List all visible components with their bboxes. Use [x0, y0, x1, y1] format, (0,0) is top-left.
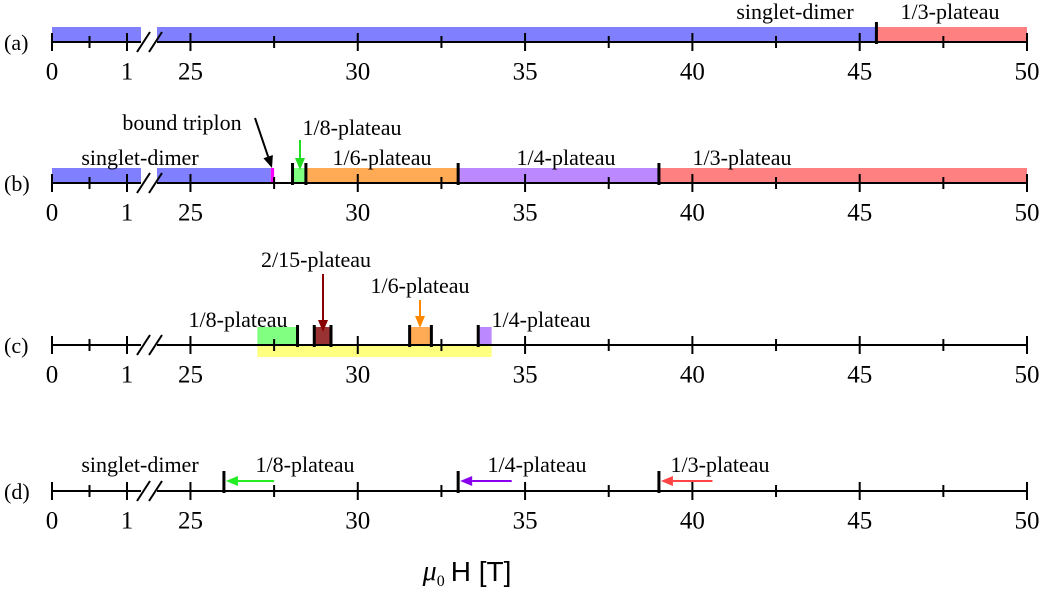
- x-tick-label: 50: [1015, 362, 1040, 389]
- x-tick-label: 25: [178, 362, 203, 389]
- x-tick-label: 35: [513, 200, 538, 227]
- region-label: bound triplon: [122, 110, 241, 135]
- x-tick-label: 30: [345, 200, 370, 227]
- region: [876, 27, 1027, 43]
- region-label: 2/15-plateau: [261, 247, 371, 272]
- transition-arrow: [460, 476, 512, 486]
- x-label-subscript: 0: [437, 573, 445, 590]
- x-tick-label: 50: [1015, 200, 1040, 227]
- x-tick-label: 50: [1015, 508, 1040, 535]
- region: [478, 327, 492, 345]
- arrow-part: [415, 316, 425, 328]
- x-tick-label: 40: [680, 508, 705, 535]
- axis-break: [148, 31, 163, 53]
- x-tick-label: 35: [513, 362, 538, 389]
- region-label: 1/4-plateau: [492, 307, 591, 332]
- arrow-part: [295, 158, 305, 170]
- annotation: 1/8-plateau: [256, 452, 355, 477]
- pointer-arrow: [318, 274, 328, 332]
- arrow-part: [263, 155, 273, 168]
- x-tick-label: 1: [121, 362, 134, 389]
- panel-label: (b): [4, 171, 30, 196]
- pointer-arrow: [295, 140, 305, 170]
- transition-arrow: [225, 476, 275, 486]
- axis-break: [136, 334, 151, 356]
- x-tick-label: 0: [46, 200, 59, 227]
- x-tick-label: 45: [847, 200, 872, 227]
- region-label: singlet-dimer: [736, 0, 854, 24]
- region-label: 1/3-plateau: [901, 0, 1000, 24]
- region-label: 1/4-plateau: [517, 145, 616, 170]
- region: [52, 168, 141, 184]
- axis-break: [136, 480, 151, 502]
- axis-break: [136, 31, 151, 53]
- region: [52, 27, 141, 43]
- x-tick-label: 0: [46, 362, 59, 389]
- region-label: 1/8-plateau: [189, 307, 288, 332]
- region: [458, 168, 659, 184]
- arrow-part: [660, 476, 673, 486]
- x-axis-label: μ0 H [T]: [422, 556, 512, 589]
- x-tick-label: 40: [680, 362, 705, 389]
- region: [658, 168, 1027, 184]
- x-tick-label: 35: [513, 508, 538, 535]
- x-tick-label: 30: [345, 59, 370, 86]
- region-label: 1/8-plateau: [303, 115, 402, 140]
- annotation: singlet-dimer: [81, 452, 199, 477]
- annotation: 1/4-plateau: [488, 452, 587, 477]
- x-tick-label: 25: [178, 200, 203, 227]
- axis-break: [148, 172, 163, 194]
- arrow-part: [254, 117, 270, 157]
- region: [409, 327, 432, 345]
- x-label-unit: H [T]: [451, 556, 512, 587]
- x-tick-label: 50: [1015, 59, 1040, 86]
- panel-label: (a): [4, 30, 28, 55]
- x-tick-label: 45: [847, 59, 872, 86]
- x-tick-label: 35: [513, 59, 538, 86]
- region-label: 1/6-plateau: [333, 145, 432, 170]
- region-label: 1/6-plateau: [371, 273, 470, 298]
- x-tick-label: 25: [178, 508, 203, 535]
- x-label-symbol: μ: [422, 556, 437, 587]
- region: [270, 168, 275, 184]
- axis-break: [136, 172, 151, 194]
- pointer-arrow: [254, 117, 273, 168]
- x-tick-label: 30: [345, 362, 370, 389]
- region: [314, 327, 331, 345]
- pointer-arrow: [415, 300, 425, 328]
- x-tick-label: 1: [121, 200, 134, 227]
- x-tick-label: 30: [345, 508, 370, 535]
- x-tick-label: 1: [121, 508, 134, 535]
- region-label: 1/3-plateau: [693, 145, 792, 170]
- region: [257, 327, 298, 345]
- region: [305, 168, 459, 184]
- axis-break: [148, 480, 163, 502]
- axis-break: [148, 334, 163, 356]
- x-tick-label: 45: [847, 508, 872, 535]
- region-label: singlet-dimer: [81, 145, 199, 170]
- x-tick-label: 40: [680, 59, 705, 86]
- arrow-part: [318, 320, 328, 332]
- x-tick-label: 25: [178, 59, 203, 86]
- panel-label: (d): [4, 479, 30, 504]
- x-tick-label: 1: [121, 59, 134, 86]
- x-tick-label: 40: [680, 200, 705, 227]
- arrow-part: [225, 476, 238, 486]
- annotation: 1/3-plateau: [671, 452, 770, 477]
- region: [157, 168, 271, 184]
- panel-label: (c): [4, 333, 28, 358]
- region: [157, 27, 877, 43]
- arrow-part: [460, 476, 473, 486]
- transition-arrow: [660, 476, 713, 486]
- x-tick-label: 45: [847, 362, 872, 389]
- x-tick-label: 0: [46, 59, 59, 86]
- region: [257, 345, 492, 357]
- region: [292, 168, 306, 184]
- x-tick-label: 0: [46, 508, 59, 535]
